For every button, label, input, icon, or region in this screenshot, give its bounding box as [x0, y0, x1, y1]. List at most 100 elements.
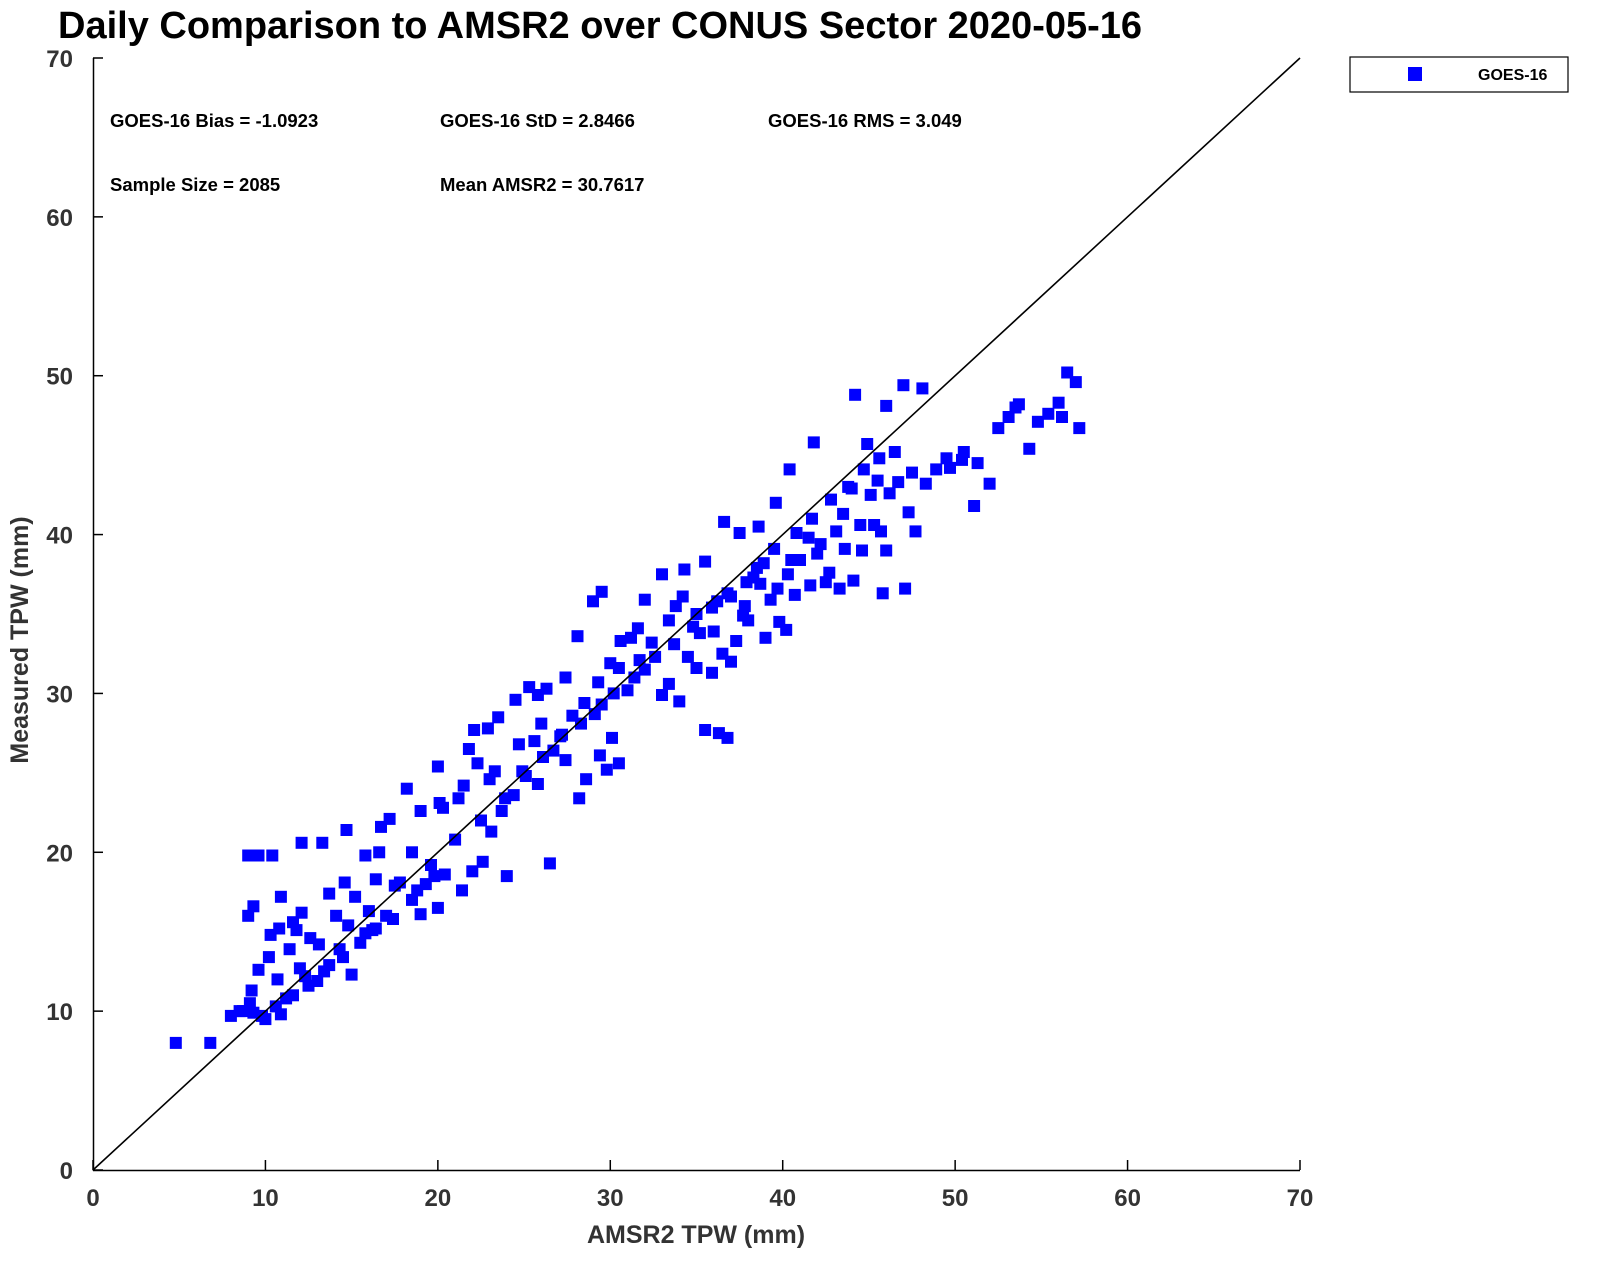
data-point	[612, 757, 625, 770]
data-point	[740, 576, 753, 589]
data-point	[252, 849, 265, 862]
data-point	[578, 697, 591, 709]
data-point	[768, 542, 781, 555]
data-point	[274, 890, 287, 903]
data-point	[1031, 415, 1044, 428]
data-point	[638, 663, 651, 676]
data-point	[540, 682, 553, 695]
data-point	[431, 901, 444, 914]
data-point	[838, 542, 851, 555]
data-point	[752, 520, 765, 533]
data-point	[814, 538, 827, 551]
data-point	[302, 979, 315, 992]
data-point	[414, 908, 427, 921]
data-point	[733, 527, 746, 539]
data-point	[593, 749, 606, 762]
data-point	[528, 735, 541, 748]
data-point	[411, 884, 424, 897]
data-point	[769, 496, 782, 509]
data-point	[804, 579, 817, 592]
data-point	[425, 859, 437, 871]
data-point	[864, 488, 877, 501]
x-tick-label: 50	[942, 1185, 969, 1212]
data-point	[876, 587, 889, 600]
data-point	[764, 593, 777, 606]
data-point	[485, 825, 498, 838]
data-point	[262, 951, 275, 964]
data-point	[233, 1005, 246, 1018]
y-tick-label: 50	[46, 364, 73, 391]
data-point	[312, 938, 325, 951]
data-point	[468, 724, 481, 736]
data-point	[669, 600, 682, 613]
y-tick-label: 0	[60, 1158, 73, 1185]
data-point	[471, 757, 484, 770]
data-point	[340, 824, 353, 836]
data-point	[316, 836, 329, 849]
data-point	[476, 855, 489, 868]
y-tick-label: 10	[46, 999, 73, 1026]
data-point	[349, 890, 362, 903]
data-point	[940, 452, 953, 465]
data-point	[971, 457, 984, 470]
data-point	[499, 792, 512, 805]
data-point	[266, 849, 279, 862]
data-point	[725, 655, 737, 668]
data-point	[823, 566, 836, 579]
x-tick-label: 30	[597, 1185, 624, 1212]
data-point	[892, 476, 905, 489]
data-point	[944, 461, 956, 474]
legend-entry-goes16: GOES-16	[1478, 67, 1547, 84]
axes	[92, 58, 1300, 1172]
y-tick-label: 20	[46, 840, 73, 867]
data-point	[242, 849, 255, 862]
data-point	[919, 477, 932, 490]
data-point	[431, 760, 444, 773]
data-point	[825, 493, 837, 506]
data-point	[273, 922, 286, 935]
data-point	[543, 857, 556, 870]
data-point	[847, 574, 860, 587]
data-point	[554, 730, 567, 743]
data-point	[280, 992, 293, 1005]
data-point	[875, 525, 887, 538]
data-point	[802, 531, 815, 544]
y-tick-label: 60	[46, 205, 73, 232]
data-points	[169, 366, 1086, 1049]
stat-mean: Mean AMSR2 = 30.7617	[440, 174, 644, 195]
x-tick-label: 60	[1114, 1185, 1141, 1212]
data-point	[880, 399, 893, 412]
data-point	[509, 693, 522, 706]
data-point	[771, 582, 784, 595]
data-point	[899, 582, 912, 595]
data-point	[750, 561, 763, 574]
stat-sample-size: Sample Size = 2085	[110, 174, 280, 195]
data-point	[833, 582, 846, 595]
data-point	[645, 636, 658, 649]
data-point	[462, 743, 475, 755]
data-point	[438, 868, 451, 881]
data-point	[656, 689, 668, 701]
data-point	[323, 887, 336, 900]
data-point	[916, 382, 929, 395]
data-point	[387, 913, 399, 925]
data-point	[495, 805, 508, 817]
data-point	[366, 924, 379, 937]
data-point	[283, 943, 296, 956]
data-point	[625, 631, 637, 644]
data-point	[580, 773, 593, 786]
data-point	[245, 984, 258, 997]
data-point	[342, 919, 355, 932]
x-ticks: 0 10 20 30 40 50 60 70	[86, 1160, 1313, 1212]
data-point	[1052, 396, 1065, 409]
data-point	[861, 438, 874, 450]
data-point	[873, 452, 886, 465]
data-point	[414, 805, 427, 817]
data-point	[721, 731, 734, 744]
data-point	[699, 724, 712, 736]
data-point	[338, 876, 351, 889]
data-point	[737, 609, 750, 622]
data-point	[992, 422, 1005, 435]
data-point	[595, 698, 608, 711]
data-point	[252, 963, 265, 976]
